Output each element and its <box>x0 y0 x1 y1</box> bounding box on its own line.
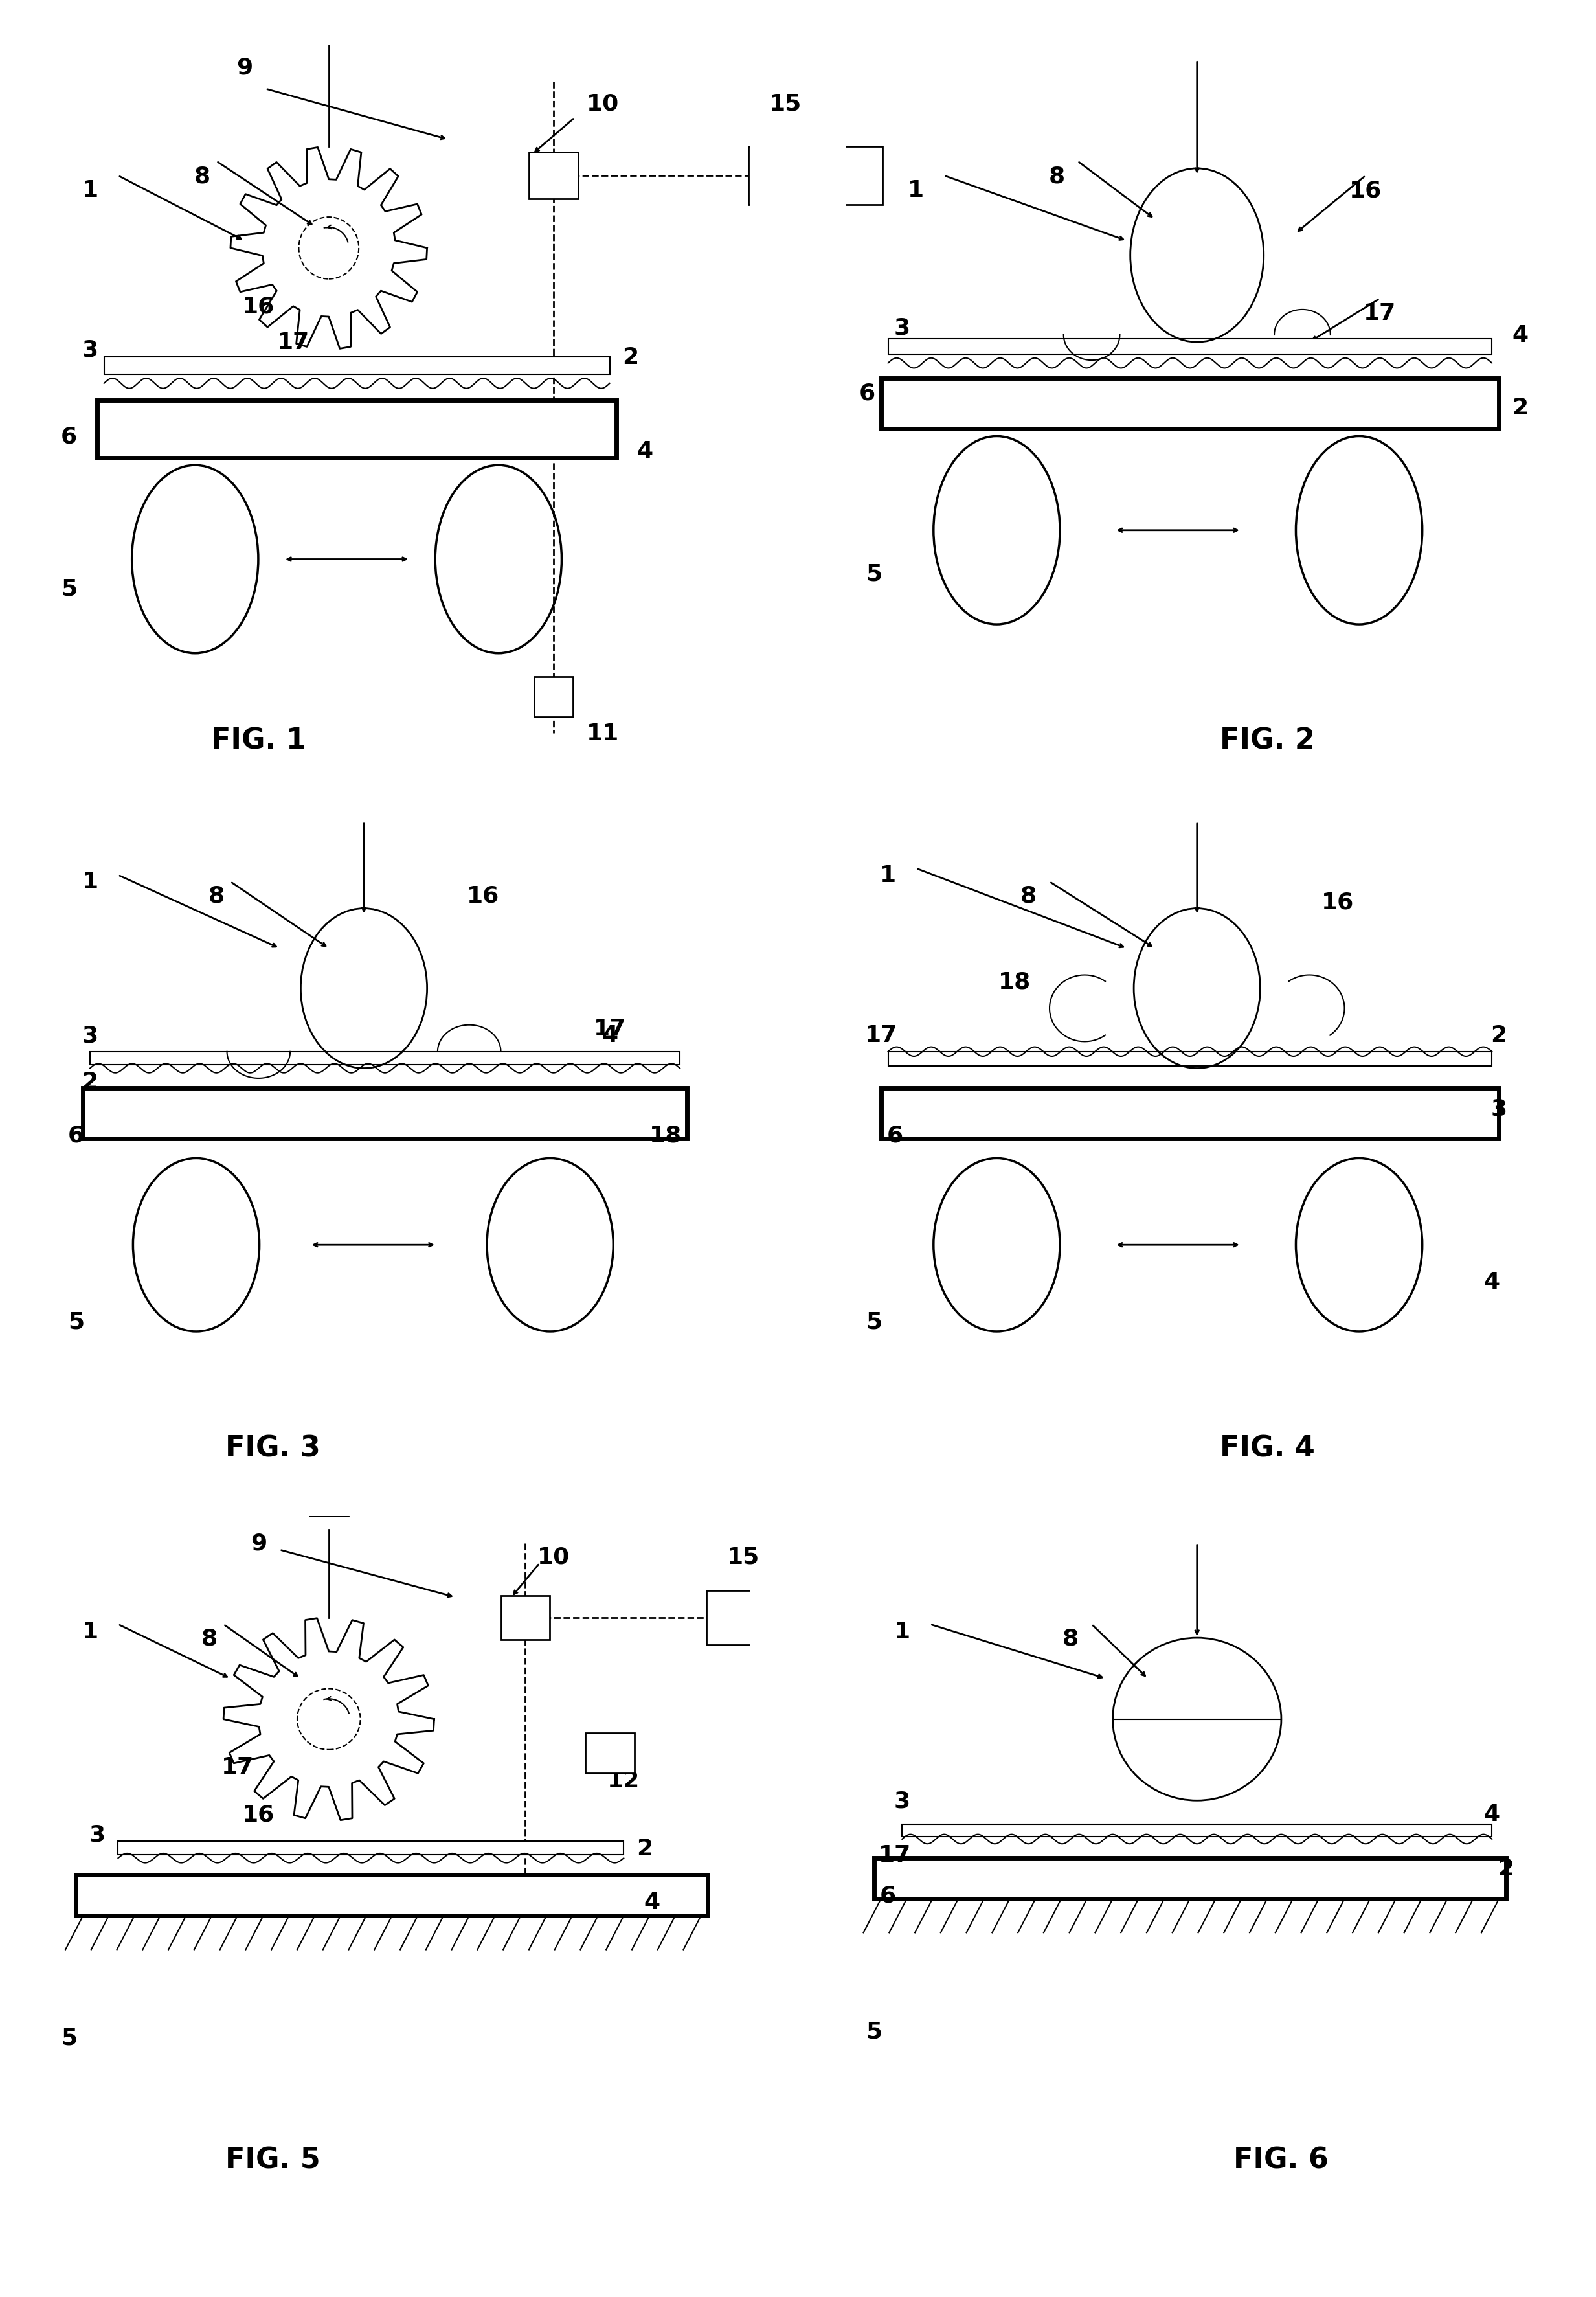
Text: 6: 6 <box>879 1884 895 1907</box>
Text: FIG. 6: FIG. 6 <box>1234 2145 1329 2173</box>
Text: 3: 3 <box>81 340 97 361</box>
Text: 5: 5 <box>61 2026 77 2049</box>
Text: FIG. 1: FIG. 1 <box>211 726 306 753</box>
Text: 6: 6 <box>859 381 875 404</box>
Text: 17: 17 <box>594 1018 626 1041</box>
Text: 17: 17 <box>879 1844 911 1865</box>
Bar <box>902 1824 1492 1838</box>
Bar <box>887 1052 1492 1066</box>
Bar <box>310 0 348 16</box>
Text: 3: 3 <box>1491 1098 1507 1119</box>
Text: 1: 1 <box>879 864 895 887</box>
Text: 8: 8 <box>209 884 225 907</box>
Text: 5: 5 <box>867 2019 883 2042</box>
Bar <box>875 1858 1507 1900</box>
Text: 11: 11 <box>586 721 619 744</box>
Text: 2: 2 <box>1491 1024 1507 1045</box>
Text: 16: 16 <box>243 1803 275 1826</box>
Text: FIG. 2: FIG. 2 <box>1219 726 1315 753</box>
Bar <box>887 340 1492 356</box>
Bar <box>749 147 795 204</box>
Text: 9: 9 <box>236 57 252 78</box>
Text: 6: 6 <box>69 1123 85 1146</box>
Text: 6: 6 <box>61 425 77 448</box>
Text: 8: 8 <box>195 165 211 186</box>
Text: 5: 5 <box>867 1312 883 1332</box>
Bar <box>881 379 1499 430</box>
Text: 17: 17 <box>1363 303 1396 324</box>
Text: 2: 2 <box>637 1838 653 1858</box>
Text: 15: 15 <box>726 1546 760 1567</box>
Bar <box>77 1874 709 1916</box>
Text: 10: 10 <box>586 92 619 115</box>
Text: 3: 3 <box>81 1024 97 1045</box>
Text: 16: 16 <box>1349 179 1382 202</box>
Text: 8: 8 <box>1020 884 1036 907</box>
Text: 16: 16 <box>243 296 275 317</box>
Text: FIG. 5: FIG. 5 <box>225 2145 321 2173</box>
Bar <box>501 1596 551 1640</box>
Bar <box>705 1590 752 1645</box>
Text: 2: 2 <box>1499 1858 1515 1879</box>
Text: FIG. 4: FIG. 4 <box>1219 1433 1315 1463</box>
Text: 5: 5 <box>69 1312 85 1332</box>
Text: 9: 9 <box>251 1532 267 1555</box>
Text: 3: 3 <box>89 1824 105 1844</box>
Text: 18: 18 <box>650 1123 681 1146</box>
Text: 8: 8 <box>1063 1626 1079 1649</box>
Text: 2: 2 <box>622 347 638 368</box>
Text: 2: 2 <box>81 1070 97 1093</box>
Bar <box>83 1089 686 1139</box>
Text: 4: 4 <box>602 1024 618 1045</box>
Text: 8: 8 <box>201 1626 217 1649</box>
Text: 1: 1 <box>81 871 97 894</box>
Bar <box>97 400 616 459</box>
Text: 1: 1 <box>81 179 97 202</box>
Bar <box>535 678 573 717</box>
Text: 4: 4 <box>643 1890 659 1913</box>
Text: 6: 6 <box>887 1123 903 1146</box>
Bar <box>118 1842 624 1856</box>
Text: FIG. 3: FIG. 3 <box>225 1433 321 1463</box>
Text: 8: 8 <box>1049 165 1065 186</box>
Text: 5: 5 <box>61 577 77 600</box>
Text: 3: 3 <box>894 317 910 340</box>
Text: 17: 17 <box>865 1024 897 1045</box>
Text: 16: 16 <box>468 884 500 907</box>
Text: 2: 2 <box>1511 397 1527 418</box>
Text: 17: 17 <box>222 1755 254 1778</box>
Text: 3: 3 <box>894 1789 910 1812</box>
Text: 16: 16 <box>1321 891 1353 912</box>
Text: 17: 17 <box>278 331 310 354</box>
Bar <box>89 1052 680 1066</box>
Text: 4: 4 <box>1484 1803 1500 1826</box>
Text: 4: 4 <box>637 441 653 462</box>
Bar <box>104 356 610 374</box>
Text: 4: 4 <box>1484 1270 1500 1293</box>
Bar <box>881 1089 1499 1139</box>
Bar <box>310 1475 348 1516</box>
Text: 5: 5 <box>867 563 883 586</box>
Text: 1: 1 <box>908 179 924 202</box>
Text: 1: 1 <box>894 1619 910 1642</box>
Text: 10: 10 <box>538 1546 570 1567</box>
Text: 12: 12 <box>608 1769 640 1792</box>
Bar <box>838 147 883 204</box>
Bar <box>528 152 578 200</box>
Bar <box>586 1732 634 1773</box>
Text: 15: 15 <box>769 92 801 115</box>
Text: 18: 18 <box>998 972 1031 992</box>
Text: 4: 4 <box>1511 324 1527 347</box>
Text: 1: 1 <box>81 1619 97 1642</box>
